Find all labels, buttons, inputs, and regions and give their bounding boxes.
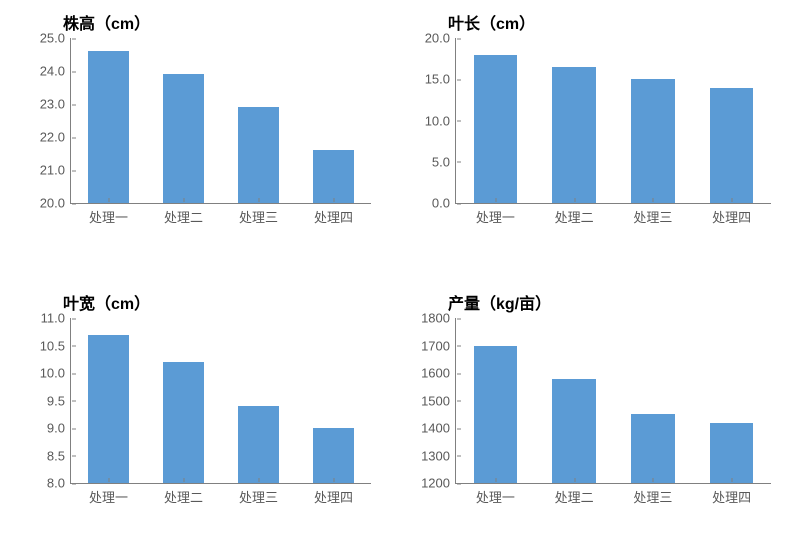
x-tick: 处理四 [314, 203, 353, 226]
x-tick: 处理二 [555, 483, 594, 506]
plot-area: 8.08.59.09.510.010.511.0处理一处理二处理三处理四 [70, 318, 371, 484]
plot-area: 1200130014001500160017001800处理一处理二处理三处理四 [455, 318, 771, 484]
y-tick: 25.0 [40, 31, 71, 46]
x-tick: 处理三 [633, 203, 672, 226]
bar [313, 428, 354, 483]
bar [631, 79, 674, 203]
y-tick: 23.0 [40, 97, 71, 112]
y-tick: 10.0 [40, 366, 71, 381]
y-tick: 20.0 [425, 31, 456, 46]
chart-title: 叶长（cm） [448, 10, 535, 34]
y-tick: 1200 [421, 476, 456, 491]
bar [238, 406, 279, 483]
y-tick: 9.0 [47, 421, 71, 436]
x-tick: 处理一 [476, 483, 515, 506]
y-tick: 0.0 [432, 196, 456, 211]
chart-title: 株高（cm） [63, 10, 150, 34]
y-tick: 8.0 [47, 476, 71, 491]
bar [163, 74, 204, 203]
x-tick: 处理三 [633, 483, 672, 506]
plot-area: 20.021.022.023.024.025.0处理一处理二处理三处理四 [70, 38, 371, 204]
x-tick: 处理一 [476, 203, 515, 226]
y-tick: 1600 [421, 366, 456, 381]
bar [552, 67, 595, 203]
chart-yield: 产量（kg/亩）1200130014001500160017001800处理一处… [400, 290, 785, 515]
bar [710, 88, 753, 204]
x-tick: 处理四 [712, 483, 751, 506]
bar [88, 51, 129, 203]
x-tick: 处理二 [164, 483, 203, 506]
bar [474, 346, 517, 484]
x-tick: 处理三 [239, 203, 278, 226]
chart-title: 产量（kg/亩） [448, 290, 551, 314]
y-tick: 1800 [421, 311, 456, 326]
bar [631, 414, 674, 483]
y-tick: 1400 [421, 421, 456, 436]
plot-area: 0.05.010.015.020.0处理一处理二处理三处理四 [455, 38, 771, 204]
chart-plant_height: 株高（cm）20.021.022.023.024.025.0处理一处理二处理三处… [15, 10, 385, 235]
y-tick: 1300 [421, 448, 456, 463]
y-tick: 10.5 [40, 338, 71, 353]
y-tick: 21.0 [40, 163, 71, 178]
bar [163, 362, 204, 483]
chart-title: 叶宽（cm） [63, 290, 150, 314]
x-tick: 处理四 [712, 203, 751, 226]
y-tick: 22.0 [40, 130, 71, 145]
y-tick: 24.0 [40, 64, 71, 79]
bar [710, 423, 753, 484]
y-tick: 1500 [421, 393, 456, 408]
y-tick: 5.0 [432, 154, 456, 169]
y-tick: 1700 [421, 338, 456, 353]
bar [238, 107, 279, 203]
y-tick: 8.5 [47, 448, 71, 463]
bar [88, 335, 129, 484]
y-tick: 9.5 [47, 393, 71, 408]
y-tick: 20.0 [40, 196, 71, 211]
bar [313, 150, 354, 203]
y-tick: 11.0 [41, 311, 71, 326]
x-tick: 处理四 [314, 483, 353, 506]
y-tick: 10.0 [425, 113, 456, 128]
y-tick: 15.0 [425, 72, 456, 87]
x-tick: 处理一 [89, 203, 128, 226]
bar [474, 55, 517, 204]
chart-leaf_length: 叶长（cm）0.05.010.015.020.0处理一处理二处理三处理四 [400, 10, 785, 235]
chart-leaf_width: 叶宽（cm）8.08.59.09.510.010.511.0处理一处理二处理三处… [15, 290, 385, 515]
bar [552, 379, 595, 484]
x-tick: 处理三 [239, 483, 278, 506]
x-tick: 处理二 [164, 203, 203, 226]
x-tick: 处理一 [89, 483, 128, 506]
x-tick: 处理二 [555, 203, 594, 226]
